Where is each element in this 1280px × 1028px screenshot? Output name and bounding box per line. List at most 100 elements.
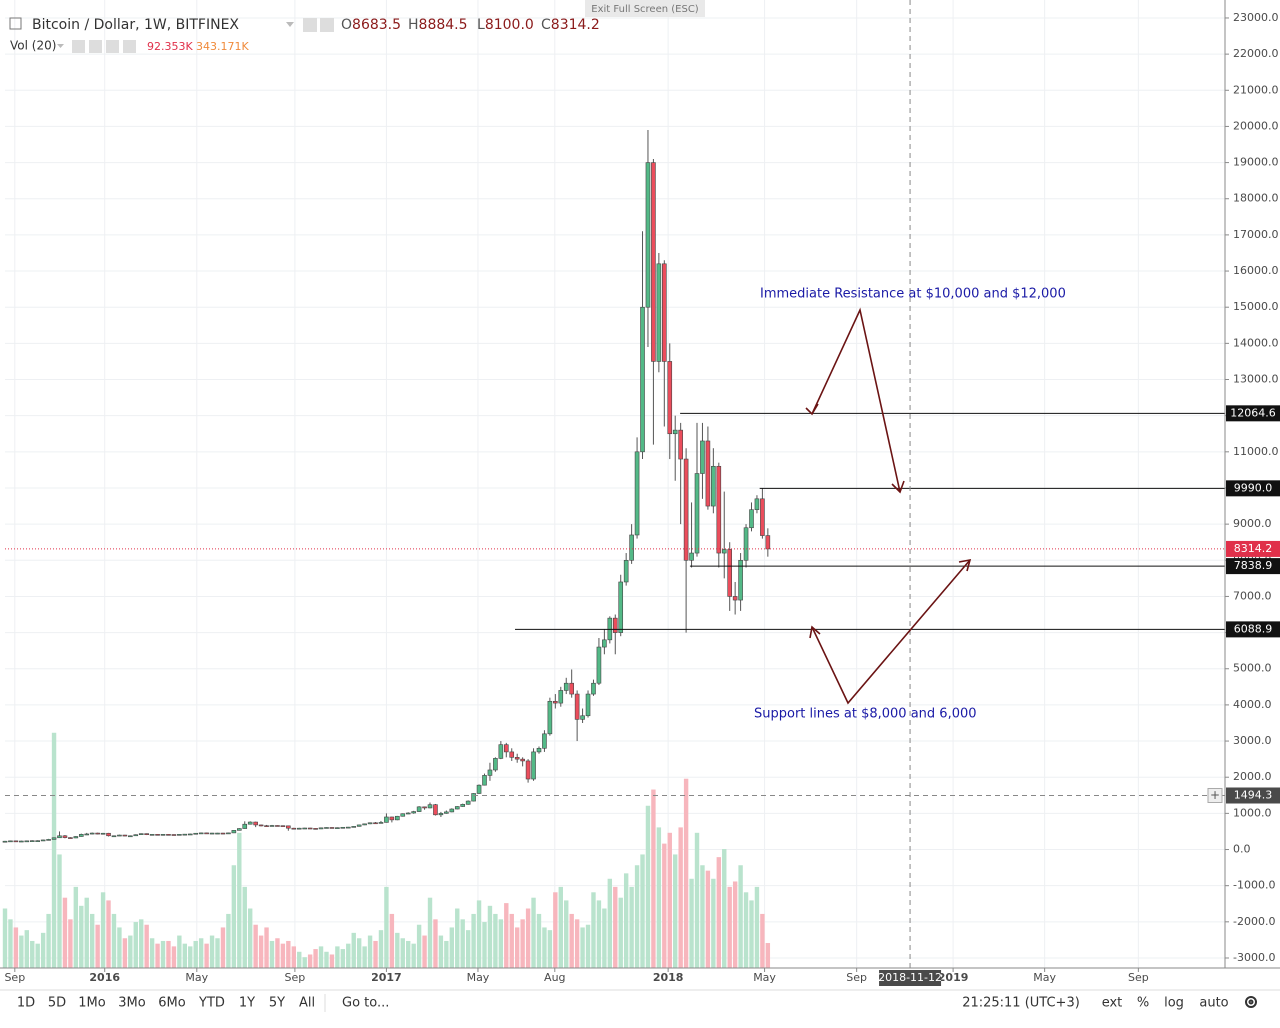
option-button[interactable]: % (1137, 996, 1149, 1011)
crosshair-plus (1207, 787, 1223, 803)
range-button[interactable]: All (299, 996, 315, 1011)
volume-bar (258, 935, 264, 968)
volume-bar (68, 919, 73, 968)
volume-bar (433, 919, 438, 968)
range-button[interactable]: 1Mo (78, 996, 105, 1011)
option-button[interactable]: log (1164, 996, 1184, 1011)
candle-body (612, 617, 618, 633)
volume-bar (645, 805, 651, 968)
volume-bar (57, 854, 62, 968)
candle-body (716, 465, 722, 554)
volume-bar (297, 951, 302, 968)
volume-bar (395, 932, 400, 968)
volume-bar (182, 943, 188, 968)
candle-body (602, 639, 607, 648)
volume-bar (149, 938, 155, 968)
range-button[interactable]: 5D (48, 996, 66, 1011)
volume-bar (465, 930, 471, 968)
option-button[interactable]: auto (1199, 996, 1228, 1011)
volume-bar (580, 927, 585, 968)
candle-body (444, 811, 449, 814)
option-button[interactable]: ext (1102, 996, 1123, 1011)
candle-body (89, 832, 95, 835)
candle-body (553, 700, 558, 704)
candle-body (487, 769, 493, 776)
arrow-head (805, 403, 819, 416)
crosshair-date-label: 2018-11-12 (878, 971, 942, 984)
x-tick-label: 2017 (371, 971, 402, 984)
volume-bar (400, 938, 405, 968)
candle-body (563, 682, 569, 691)
volume-bar (62, 897, 68, 968)
range-button[interactable]: 6Mo (158, 996, 185, 1011)
volume-bar (618, 897, 623, 968)
candle-body (275, 825, 280, 827)
candle-body (558, 690, 564, 704)
settings-icon[interactable] (1245, 996, 1257, 1008)
volume-bar (514, 927, 520, 968)
y-tick-label: -1000.0 (1233, 879, 1275, 892)
candle-body (117, 834, 122, 837)
header-icons (286, 18, 334, 32)
volume-bar (177, 935, 182, 968)
volume-bar (51, 732, 57, 968)
candle-body (427, 804, 433, 809)
level-tag (1226, 558, 1280, 575)
candle-body (138, 833, 144, 835)
volume-bar (204, 943, 209, 968)
ohlc-item: L8100.0 (477, 17, 534, 33)
candles (2, 130, 771, 843)
range-button[interactable]: YTD (198, 996, 225, 1011)
candle-body (187, 833, 193, 836)
candle-body (651, 162, 656, 362)
candle-body (51, 837, 57, 840)
range-button[interactable]: 1D (17, 996, 35, 1011)
candle-body (416, 806, 422, 812)
ohlc-letter: O (341, 17, 352, 33)
volume-bar (46, 913, 51, 968)
candle-body (209, 832, 215, 835)
volume-bar (139, 919, 144, 968)
volume-bar (89, 913, 95, 968)
candle-body (373, 822, 378, 825)
candle-body (160, 834, 166, 836)
candle-body (618, 581, 624, 633)
candle-body (754, 498, 760, 510)
candle-body (78, 834, 84, 837)
volume-bar (542, 927, 547, 968)
range-button[interactable]: 5Y (269, 996, 285, 1011)
candle-body (476, 784, 482, 794)
volume-indicator: Vol (20) (10, 39, 56, 53)
exit-fullscreen-button[interactable] (585, 0, 705, 17)
candle-body (166, 834, 171, 836)
volume-bar (547, 930, 553, 968)
arrow-head (958, 558, 972, 572)
range-button[interactable]: 3Mo (118, 996, 145, 1011)
candle-body (536, 747, 542, 753)
volume-bar (607, 878, 613, 968)
candle-body (662, 263, 667, 362)
volume-bar (509, 913, 514, 968)
y-tick-label: 5000.0 (1233, 662, 1272, 675)
candle-body (732, 596, 738, 601)
x-tick-label: Sep (846, 971, 867, 984)
candle-body (269, 825, 275, 827)
x-tick-label: 2016 (89, 971, 120, 984)
range-button[interactable]: 1Y (239, 996, 255, 1011)
exit-fullscreen[interactable]: Exit Full Screen (ESC) (591, 4, 699, 15)
candle-body (340, 826, 346, 829)
goto-button[interactable]: Go to... (342, 996, 389, 1011)
x-tick-label: Sep (1128, 971, 1149, 984)
y-tick-label: 17000.0 (1233, 228, 1279, 241)
candle-body (367, 822, 373, 825)
collapse-icon[interactable] (9, 17, 22, 30)
candle-body (345, 826, 351, 829)
y-tick-label: 3000.0 (1233, 734, 1272, 747)
last-price-tag (1226, 540, 1280, 557)
volume-bar (384, 886, 389, 968)
volume-bar (318, 946, 324, 968)
volume-bar (689, 878, 694, 968)
axes: 23000.0 22000.0 21000.0 20000.0 19000.0 18000… (4, 11, 1280, 986)
